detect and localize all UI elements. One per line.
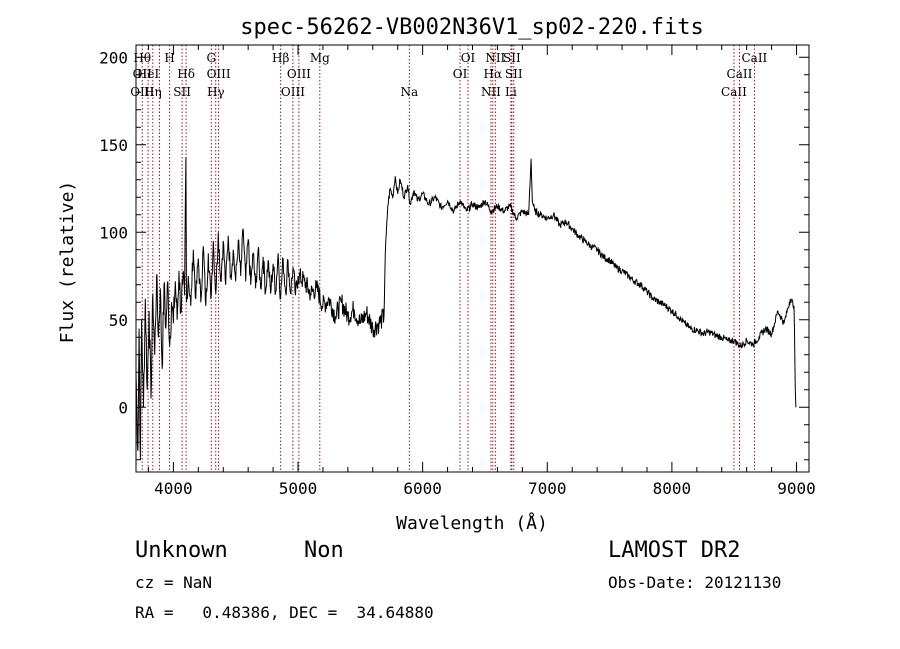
x-tick-label: 9000 xyxy=(777,479,816,498)
y-tick-label: 100 xyxy=(99,223,128,242)
obs-date-label: Obs-Date: 20121130 xyxy=(608,573,782,592)
line-label: CaII xyxy=(741,51,767,65)
line-label: SII xyxy=(503,51,521,65)
line-label: NII xyxy=(485,51,505,65)
line-label: Hδ xyxy=(177,67,195,81)
subclass-label: Non xyxy=(304,538,344,563)
x-tick-label: 5000 xyxy=(279,479,318,498)
survey-label: LAMOST DR2 xyxy=(608,538,741,563)
spectral-lines: HθOIIOIIIHeIHηHSIIHδGHγOIIIHβOIIIOIIIMgN… xyxy=(130,45,768,472)
line-label: OIII xyxy=(207,67,231,81)
line-label: SII xyxy=(173,85,191,99)
line-label: Na xyxy=(400,85,418,99)
x-axis-label: Wavelength (Å) xyxy=(396,512,548,534)
line-label: Hβ xyxy=(272,51,289,65)
x-tick-label: 4000 xyxy=(154,479,193,498)
line-label: OI xyxy=(453,67,468,81)
line-label: Hα xyxy=(484,67,503,81)
line-label: Mg xyxy=(310,51,330,65)
series-layer xyxy=(135,156,797,460)
line-label: G xyxy=(206,51,216,65)
line-label: OIII xyxy=(287,67,311,81)
y-tick-label: 50 xyxy=(109,311,128,330)
line-label: OIII xyxy=(281,85,305,99)
line-label: Li xyxy=(505,85,517,99)
y-axis-label: Flux (relative) xyxy=(57,181,78,344)
spectrum-line xyxy=(135,156,797,460)
x-tick-label: 8000 xyxy=(653,479,692,498)
redshift-label: cz = NaN xyxy=(135,573,213,592)
axis-ticks: 4000 5000 6000 7000 8000 9000 0 50 100 150 200 xyxy=(99,45,816,498)
line-label: Hη xyxy=(144,85,162,99)
chart-title: spec-56262-VB002N36V1_sp02-220.fits xyxy=(240,15,704,40)
line-label: H xyxy=(164,51,174,65)
coordinates-label: RA = 0.48386, DEC = 34.64880 xyxy=(135,603,434,622)
line-label: OII xyxy=(133,67,153,81)
x-tick-label: 6000 xyxy=(403,479,442,498)
line-label: Hθ xyxy=(133,51,151,65)
y-tick-label: 200 xyxy=(99,48,128,67)
class-label: Unknown xyxy=(135,538,228,563)
y-tick-label: 150 xyxy=(99,136,128,155)
x-tick-label: 7000 xyxy=(528,479,567,498)
line-label: NII xyxy=(481,85,501,99)
y-tick-label: 0 xyxy=(118,398,128,417)
line-label: Hγ xyxy=(207,85,225,99)
line-label: CaII xyxy=(727,67,753,81)
line-label: HeI xyxy=(137,67,160,81)
line-label: CaII xyxy=(721,85,747,99)
line-label: OI xyxy=(461,51,476,65)
line-label: SII xyxy=(505,67,523,81)
